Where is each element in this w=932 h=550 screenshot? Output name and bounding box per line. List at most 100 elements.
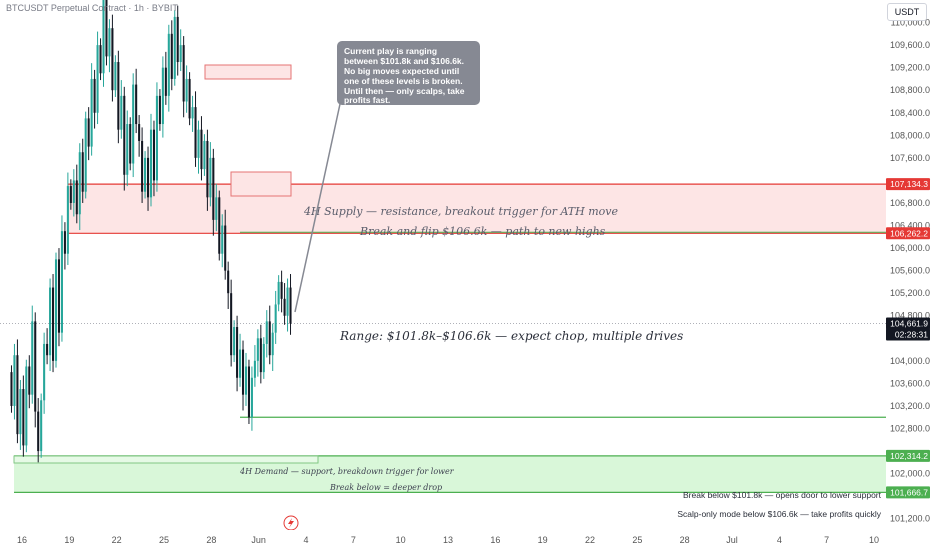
time-tick: 13: [443, 535, 453, 545]
candle-body: [93, 78, 96, 113]
time-tick: 7: [351, 535, 356, 545]
price-tick: 106,800.0: [890, 198, 930, 208]
time-tick: 19: [538, 535, 548, 545]
candle-body: [182, 45, 185, 102]
callout-pointer: [294, 103, 341, 313]
candle-body: [209, 157, 212, 198]
price-tick: 103,600.0: [890, 378, 930, 388]
price-tick: 110,000.0: [891, 18, 930, 28]
time-tick: 28: [206, 535, 216, 545]
candle-body: [149, 129, 153, 198]
candle-body: [179, 45, 182, 63]
price-tick: 107,600.0: [890, 153, 930, 163]
time-tick: 4: [777, 535, 782, 545]
time-tick: 16: [17, 535, 27, 545]
candle-body: [84, 118, 87, 192]
candle-body: [66, 186, 69, 254]
time-tick: Jun: [251, 535, 266, 545]
price-tick: 108,800.0: [890, 85, 930, 95]
price-tick: 109,600.0: [890, 40, 930, 50]
candle-body: [49, 287, 52, 356]
supply-box-upper: [204, 64, 292, 80]
candle-body: [87, 118, 90, 147]
candle-body: [40, 400, 43, 452]
time-tick: 22: [585, 535, 595, 545]
price-tag-bg: [886, 227, 930, 240]
price-tick: 103,200.0: [890, 401, 930, 411]
demand-box-small: [13, 455, 319, 464]
supply-zone: [68, 184, 886, 234]
candle-body: [108, 28, 111, 57]
candle-body: [69, 186, 72, 203]
candle-body: [230, 293, 233, 356]
price-tick: 109,200.0: [890, 63, 930, 73]
price-tag-bg: [886, 178, 930, 191]
candle-body: [188, 78, 191, 119]
annotation-layer: BTCUSDT Perpetual Contract · 1h · BYBIT …: [6, 3, 882, 531]
supply-box-mid: [230, 171, 292, 197]
price-axis[interactable]: 110,000.0 109,600.0 109,200.0 108,800.0 108,…: [886, 0, 932, 550]
candle-body: [57, 259, 61, 333]
candle-body: [138, 124, 141, 141]
candle-body: [31, 321, 34, 395]
candle-body: [167, 33, 170, 96]
candle-body: [52, 287, 55, 361]
candle-body: [218, 197, 221, 254]
callout-line-3: No big moves expected until: [344, 66, 459, 76]
lightning-glyph: [288, 518, 294, 528]
candle-body: [25, 366, 28, 446]
candle-body: [268, 321, 271, 356]
candle-body: [111, 28, 114, 91]
time-tick: 10: [396, 535, 406, 545]
candle-body: [286, 287, 289, 316]
time-tick: 10: [869, 535, 879, 545]
price-tag: 101,666.7: [890, 487, 928, 497]
candle-body: [28, 366, 31, 395]
price-tick: 106,400.0: [890, 221, 930, 231]
candle-body: [259, 338, 262, 373]
candle-body: [22, 389, 25, 446]
candle-body: [120, 95, 123, 130]
candle-body: [72, 180, 75, 203]
candle-body: [173, 16, 176, 79]
candle-body: [221, 225, 224, 254]
candle-body: [75, 180, 78, 215]
time-tick: 19: [64, 535, 74, 545]
candle-body: [176, 16, 179, 63]
candle-body: [16, 355, 19, 435]
candle-body: [152, 129, 156, 181]
candle-body: [99, 45, 102, 74]
candles-layer: [10, 0, 292, 463]
supply-flip-label: Break and flip $106.6k — path to new hig…: [359, 225, 606, 238]
candle-body: [114, 62, 117, 91]
candle-body: [132, 84, 135, 164]
candle-body: [206, 140, 209, 198]
time-tick: 25: [159, 535, 169, 545]
time-tick: Jul: [726, 535, 738, 545]
candle-body: [60, 231, 63, 333]
callout-line-4: one of these levels is broken.: [344, 76, 463, 86]
candle-body: [233, 327, 236, 356]
price-tick: 108,000.0: [890, 130, 930, 140]
symbol-title: BTCUSDT Perpetual Contract · 1h · BYBIT: [6, 3, 178, 13]
time-tick: 7: [824, 535, 829, 545]
range-label: Range: $101.8k–$106.6k — expect chop, mu…: [339, 329, 683, 343]
scalp-note: Scalp-only mode below $106.6k — take pro…: [677, 509, 881, 519]
time-axis[interactable]: 16 19 22 25 28 Jun 4 7 10 13 16 19 22 25 28 Jul 4 7 10: [0, 530, 886, 550]
candle-body: [105, 0, 108, 57]
time-tick: 28: [680, 535, 690, 545]
candle-body: [37, 411, 40, 452]
candle-body: [144, 157, 147, 192]
candle-body: [129, 124, 132, 164]
currency-button[interactable]: USDT: [887, 3, 927, 21]
candle-body: [236, 327, 239, 378]
candle-body: [161, 67, 164, 125]
candle-body: [253, 360, 256, 378]
candle-body: [170, 33, 173, 79]
candle-body: [54, 259, 58, 361]
candle-body: [212, 157, 215, 220]
candle-body: [34, 321, 37, 412]
candle-body: [194, 107, 197, 158]
price-tick: 105,600.0: [890, 266, 930, 276]
